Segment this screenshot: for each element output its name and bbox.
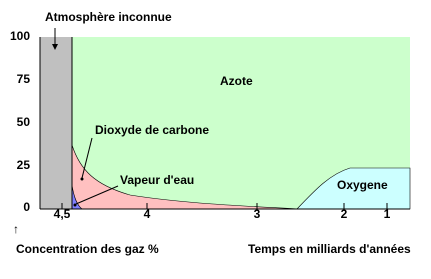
x-tick-label: 3 <box>254 207 261 221</box>
oxygen-label: Oxygene <box>337 178 388 192</box>
x-tick-label: 1 <box>384 207 391 221</box>
x-ticks: 4,5 4 3 2 1 <box>54 207 391 221</box>
nitrogen-label: Azote <box>220 74 253 88</box>
y-tick-label: 50 <box>17 115 31 129</box>
unknown-area <box>40 37 72 209</box>
x-tick-marks <box>61 203 388 209</box>
x-tick-label: 2 <box>341 207 348 221</box>
y-tick-label: 0 <box>23 200 30 214</box>
x-tick-label: 4,5 <box>54 207 71 221</box>
co2-area <box>71 144 301 210</box>
pointer <box>81 137 93 179</box>
oxygen-area <box>296 167 411 210</box>
y-ticks: 100 75 50 25 0 <box>10 29 30 214</box>
y-axis-arrow: ↑ <box>13 222 19 236</box>
y-tick-label: 100 <box>10 29 30 43</box>
pointer <box>75 185 119 205</box>
x-tick-label: 4 <box>144 207 151 221</box>
pointer-dot <box>73 203 77 207</box>
pointer-dot <box>80 177 84 181</box>
water-label: Vapeur d'eau <box>120 173 194 187</box>
x-axis-label: Temps en milliards d'années <box>248 242 411 256</box>
co2-label: Dioxyde de carbone <box>95 123 209 137</box>
arrow-head <box>52 44 58 50</box>
unknown-label: Atmosphère inconnue <box>45 10 172 24</box>
y-tick-label: 25 <box>17 158 31 172</box>
y-tick-label: 75 <box>17 72 31 86</box>
y-axis-label: Concentration des gaz % <box>16 242 159 256</box>
